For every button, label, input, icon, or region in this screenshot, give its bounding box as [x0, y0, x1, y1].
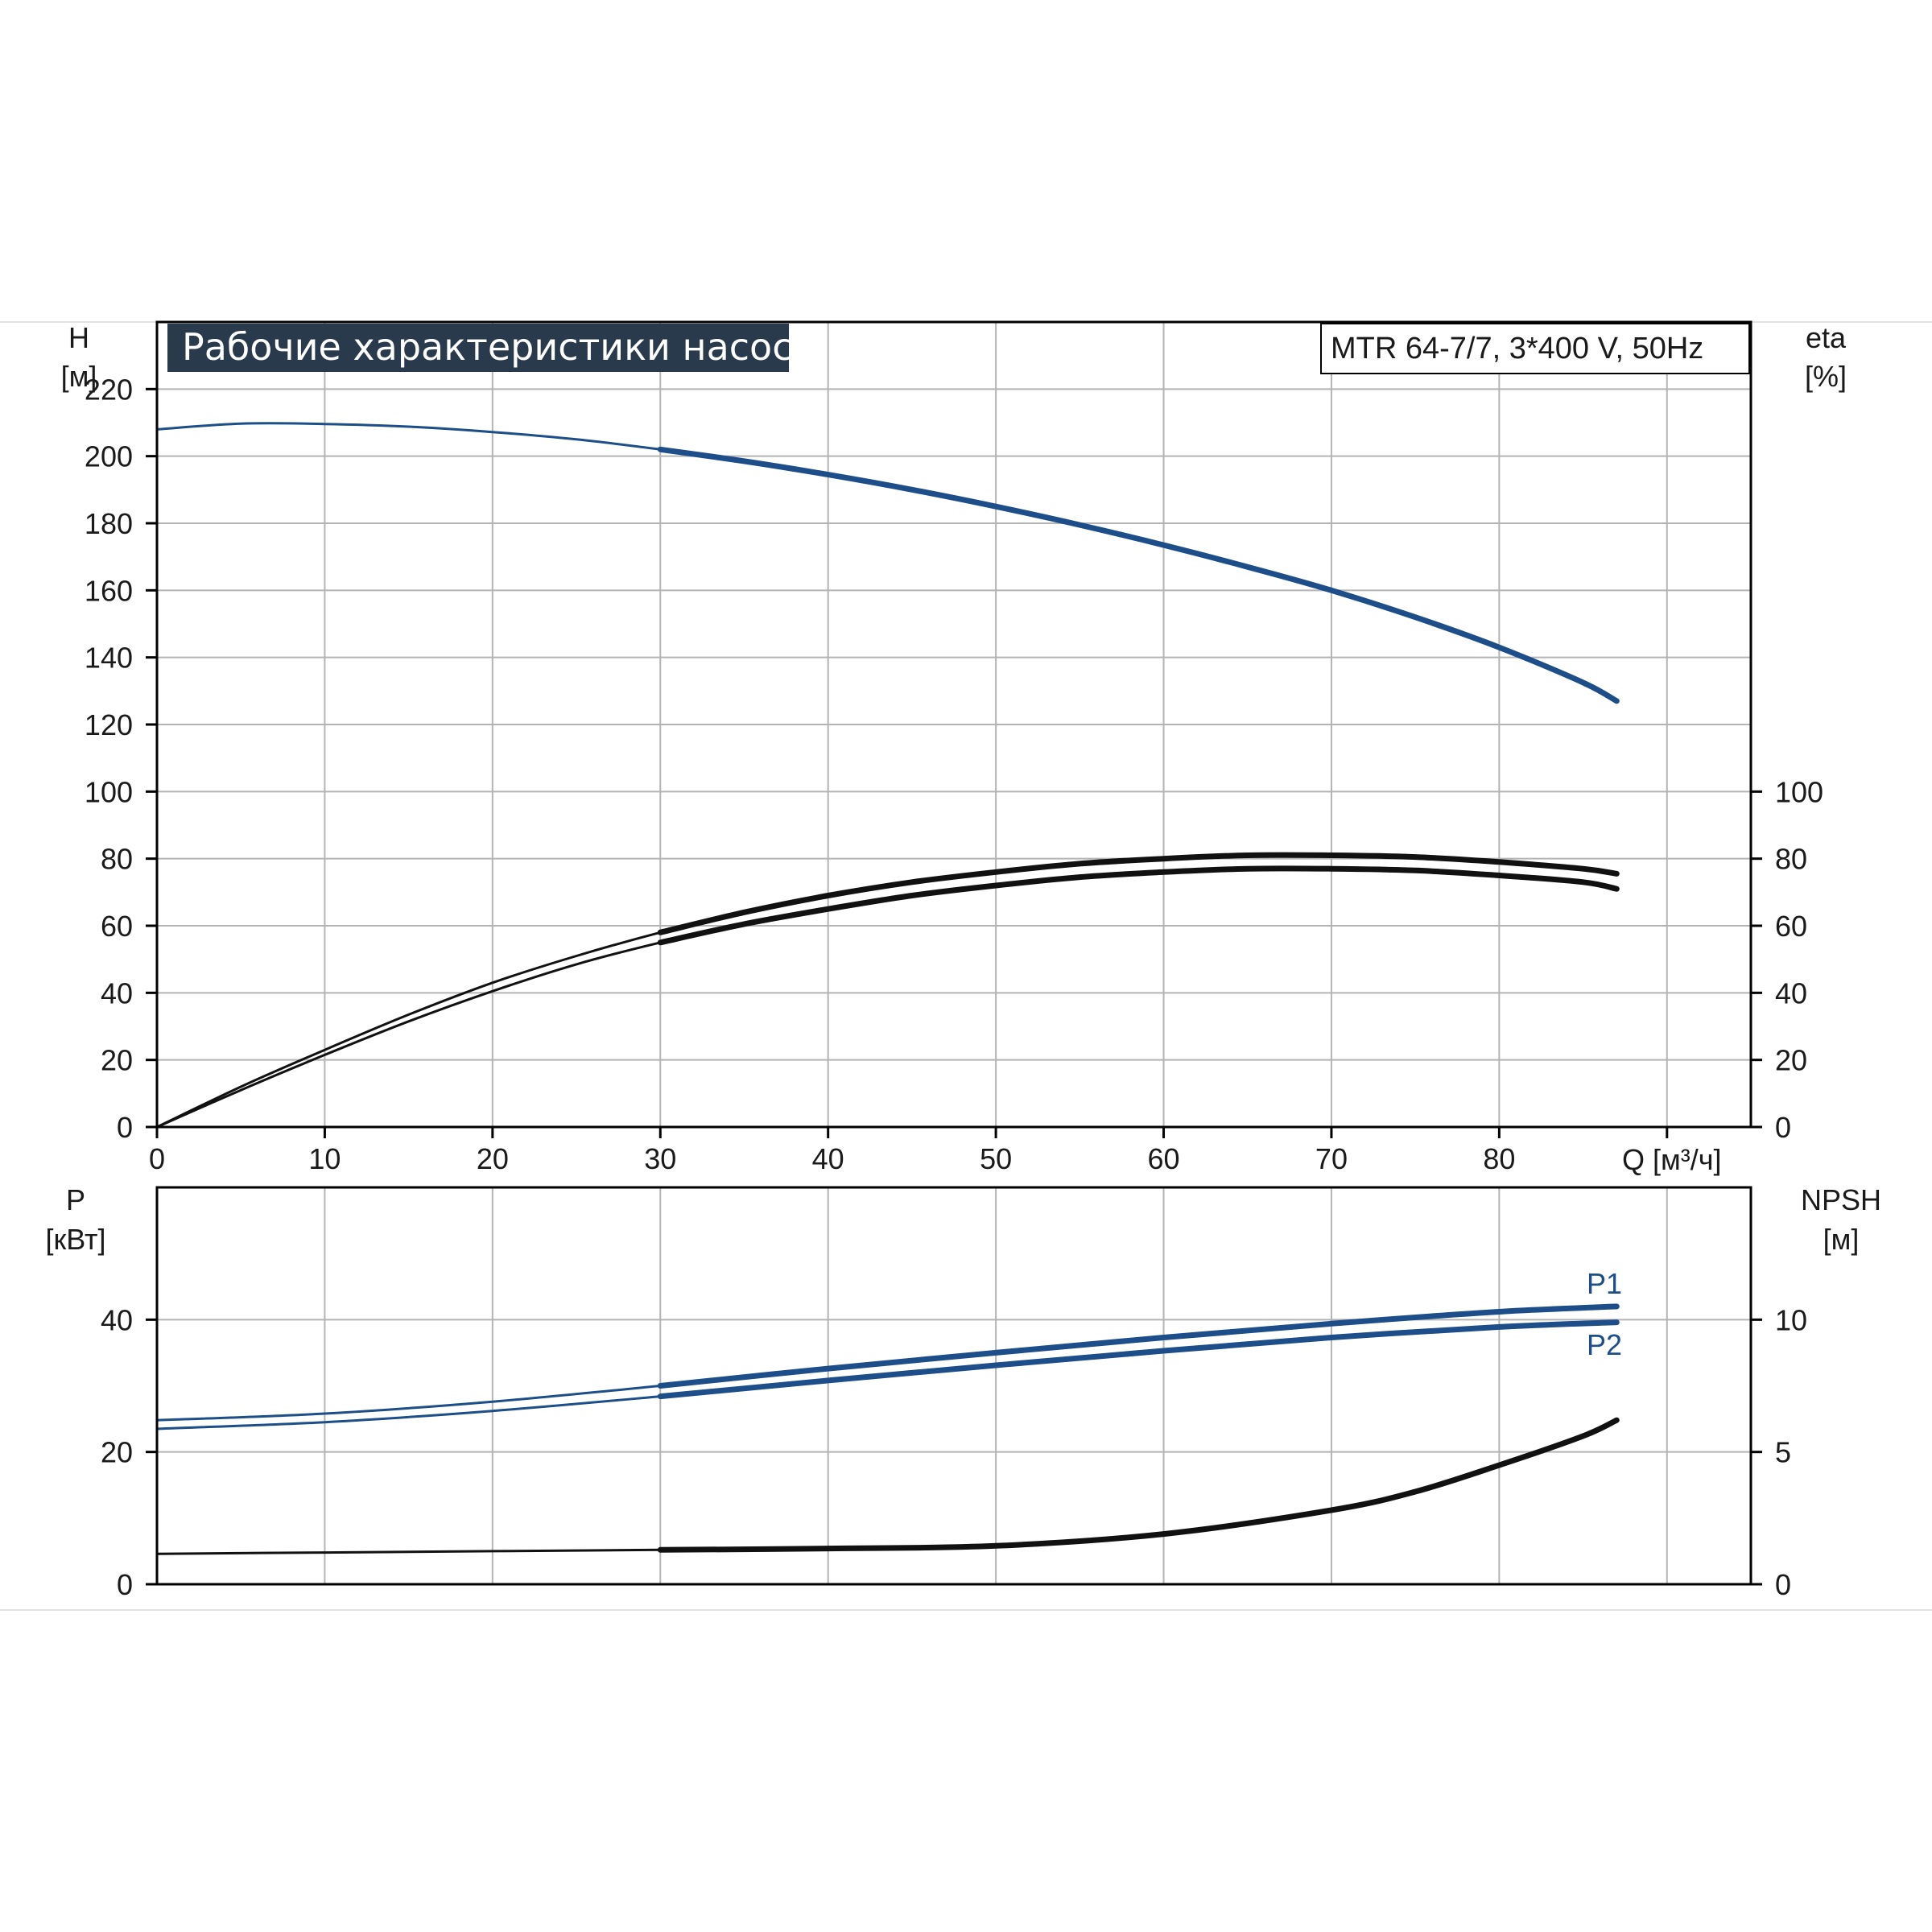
h-tick-label: 40 [101, 976, 133, 1009]
npsh-axis-unit: [м] [1823, 1223, 1860, 1256]
curve-npsh-operating [657, 1417, 1620, 1553]
npsh-tick-label: 10 [1775, 1303, 1807, 1336]
p1-label: P1 [1587, 1267, 1622, 1300]
eta-axis-unit: [%] [1805, 360, 1847, 393]
x-tick-label: 50 [980, 1142, 1012, 1175]
h-tick-label: 60 [101, 910, 133, 943]
npsh-tick-label: 5 [1775, 1436, 1791, 1469]
curve-h-operating [657, 446, 1620, 704]
h-tick-label: 80 [101, 843, 133, 876]
h-tick-label: 160 [85, 574, 133, 607]
p-axis-unit: [кВт] [45, 1223, 105, 1256]
h-axis-unit: [м] [61, 360, 97, 393]
performance-frame [155, 320, 1752, 1129]
x-tick-label: 40 [812, 1142, 844, 1175]
p-tick-label: 20 [101, 1436, 133, 1469]
eta-axis-name: eta [1806, 321, 1847, 354]
x-tick-label: 10 [308, 1142, 341, 1175]
h-tick-label: 220 [85, 373, 133, 406]
h-tick-label: 0 [117, 1111, 133, 1144]
h-tick-label: 20 [101, 1044, 133, 1077]
eta-tick-label: 0 [1775, 1111, 1791, 1144]
h-tick-label: 200 [85, 440, 133, 473]
x-tick-label: 0 [149, 1142, 165, 1175]
h-tick-label: 180 [85, 507, 133, 540]
x-tick-label: 20 [477, 1142, 509, 1175]
x-tick-label: 70 [1315, 1142, 1348, 1175]
curve-eta2-operating [657, 865, 1620, 946]
curves [155, 422, 1620, 1555]
x-tick-label: 60 [1148, 1142, 1180, 1175]
curve-eta2 [155, 867, 1618, 1129]
title-box [167, 324, 789, 372]
tick-labels: 0 10 20 30 40 50 60 70 8002040608010012014016018… [85, 373, 1823, 1601]
curve-p2-operating [657, 1319, 1620, 1400]
curve-p1-operating [657, 1303, 1620, 1389]
eta-tick-label: 80 [1775, 843, 1807, 876]
performance-grid [157, 321, 1751, 1127]
curve-npsh [155, 1418, 1618, 1555]
p-axis-name: P [66, 1183, 85, 1216]
npsh-tick-label: 0 [1775, 1568, 1791, 1601]
h-tick-label: 120 [85, 708, 133, 741]
npsh-axis-name: NPSH [1801, 1183, 1881, 1216]
model-box [1320, 323, 1750, 374]
h-tick-label: 140 [85, 642, 133, 675]
curve-eta1 [155, 853, 1618, 1129]
chart-title: Рабочие характеристики насоса [182, 325, 815, 369]
model-label: MTR 64-7/7, 3*400 V, 50Hz [1331, 332, 1703, 365]
h-axis-name: H [68, 321, 89, 354]
p2-label: P2 [1587, 1328, 1622, 1361]
x-tick-label: 80 [1483, 1142, 1515, 1175]
q-axis-label: Q [м³/ч] [1622, 1143, 1722, 1176]
x-tick-label: 30 [644, 1142, 676, 1175]
eta-tick-label: 20 [1775, 1044, 1807, 1077]
eta-tick-label: 40 [1775, 976, 1807, 1009]
power-frame [155, 1186, 1752, 1586]
h-tick-label: 100 [85, 775, 133, 808]
eta-tick-label: 100 [1775, 775, 1823, 808]
curve-eta1-operating [657, 852, 1620, 935]
curve-h [155, 422, 1618, 703]
p-tick-label: 0 [117, 1568, 133, 1601]
p-tick-label: 40 [101, 1303, 133, 1336]
eta-tick-label: 60 [1775, 910, 1807, 943]
power-grid [157, 1187, 1751, 1584]
